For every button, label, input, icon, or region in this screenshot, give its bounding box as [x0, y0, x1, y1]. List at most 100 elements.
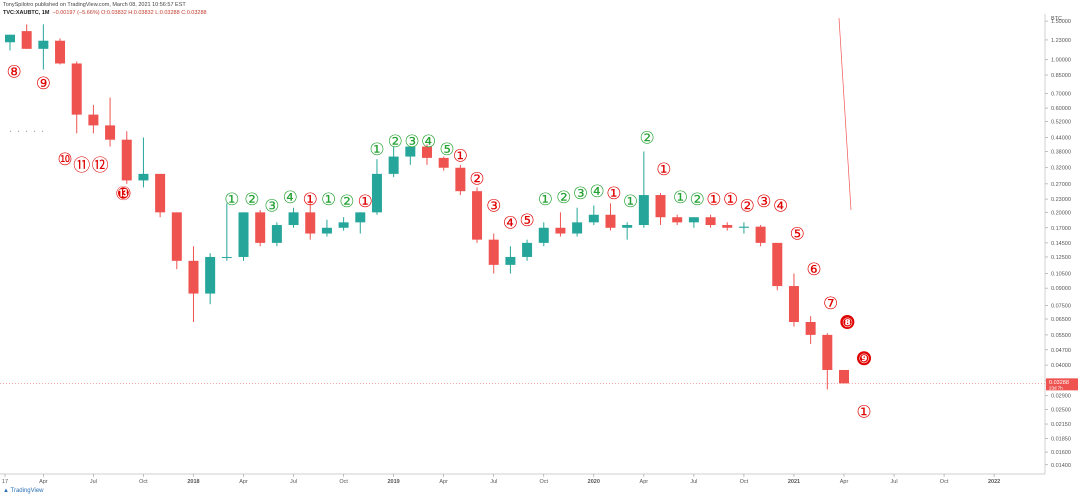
- candle: [805, 316, 816, 344]
- td-label: ①: [856, 403, 871, 423]
- candle: [672, 214, 683, 226]
- candle-body: [805, 321, 816, 335]
- td-label: ②: [244, 190, 259, 210]
- x-tick-label: Oct: [940, 479, 949, 485]
- td-label-text: ④: [421, 132, 436, 152]
- candle: [405, 146, 416, 165]
- y-tick-label: 1.00000: [1051, 58, 1071, 64]
- y-tick-label: 0.60000: [1051, 106, 1071, 112]
- candle: [255, 210, 266, 247]
- x-tick-label: Oct: [139, 479, 148, 485]
- td-label-text: ②: [339, 192, 354, 212]
- td-label-text: ②: [640, 129, 655, 149]
- y-tick-label: 0.07500: [1051, 303, 1071, 309]
- td-label: ③: [486, 196, 501, 216]
- candle-body: [321, 227, 332, 234]
- y-tick-label: 0.04700: [1051, 348, 1071, 354]
- y-tick-label: 0.12500: [1051, 255, 1071, 261]
- td-label: ⑩: [57, 150, 72, 170]
- x-tick-label: Apr: [39, 479, 48, 485]
- candle-body: [405, 146, 416, 157]
- symbol-line: TVC:XAUBTC, 1M −0.00197 (−5.66%) O:0.0383…: [3, 10, 207, 16]
- candle: [21, 24, 32, 49]
- tradingview-logo[interactable]: ▲ TradingView: [3, 488, 44, 494]
- y-tick-label: 1.50000: [1051, 19, 1071, 25]
- y-tick-label: 0.14500: [1051, 241, 1071, 247]
- y-tick-label: 0.38000: [1051, 149, 1071, 155]
- candle: [722, 222, 733, 231]
- td-label: ②: [740, 196, 755, 216]
- td-label-text: ⑬: [117, 186, 130, 202]
- td-sequential-labels: ⑦⑧⑨⑩⑪⑫⑬①②③④①①②①①②③④⑤①②③④⑤①②③④①①②①①②①①②③④…: [7, 63, 872, 423]
- x-tick-label: 2021: [788, 479, 800, 485]
- candle-body: [638, 195, 649, 226]
- td-label-text: ③: [573, 184, 588, 204]
- candle-body: [188, 260, 199, 294]
- td-label-text: ⑤: [790, 225, 805, 245]
- td-label: ⑨: [36, 74, 51, 94]
- candle-body: [105, 125, 116, 140]
- candle-body: [255, 212, 266, 243]
- td-label-text: ⑦: [823, 294, 838, 314]
- td-label: ②: [690, 190, 705, 210]
- candle-body: [155, 173, 166, 213]
- td-label-text: ②: [469, 170, 484, 190]
- candle-body: [121, 139, 132, 181]
- candle: [155, 173, 166, 218]
- td-label: ④: [773, 196, 788, 216]
- td-label: ⑤: [439, 140, 454, 160]
- candle-body: [488, 239, 499, 265]
- td-label: ⑬: [116, 186, 131, 202]
- td-label-text: ①: [723, 190, 738, 210]
- price-badge-countdown: 23d 7h: [1049, 385, 1063, 390]
- td-label-text: ③: [404, 132, 419, 152]
- candle: [422, 144, 432, 165]
- candle: [688, 217, 699, 228]
- candle-body: [622, 225, 633, 228]
- candle: [388, 146, 399, 178]
- td-label-text: ④: [590, 182, 605, 202]
- candle-body: [605, 214, 616, 228]
- y-tick-label: 0.01850: [1051, 436, 1071, 442]
- x-tick-label: Apr: [840, 479, 849, 485]
- td-label-text: ①: [321, 190, 336, 210]
- td-label-text: ①: [224, 190, 239, 210]
- td-label-text: ⑧: [842, 316, 853, 331]
- td-label-text: ①: [706, 190, 721, 210]
- x-tick-label: Jul: [891, 479, 898, 485]
- td-label-text: ⑤: [519, 211, 534, 231]
- candle-body: [772, 242, 783, 287]
- candle: [655, 193, 666, 226]
- td-label-text: ①: [538, 190, 553, 210]
- td-label: ③: [404, 132, 419, 152]
- candle-body: [88, 114, 99, 126]
- ohlc-values: −0.00197 (−5.66%) O:0.03832 H:0.03832 L:…: [52, 10, 207, 16]
- td-label: ①: [656, 160, 671, 180]
- candle-body: [388, 156, 399, 174]
- x-tick-label: 2018: [187, 479, 199, 485]
- x-tick-label: Jul: [490, 479, 497, 485]
- td-label: ③: [573, 184, 588, 204]
- td-label: ②: [388, 132, 403, 152]
- td-label: ⑧: [7, 63, 22, 83]
- y-tick-label: 0.27000: [1051, 182, 1071, 188]
- candle: [588, 205, 599, 226]
- candle: [371, 159, 382, 215]
- candle-body: [138, 173, 149, 181]
- candle-body: [371, 173, 382, 213]
- y-tick-label: 0.23000: [1051, 197, 1071, 203]
- td-label-text: ⑥: [806, 260, 821, 280]
- candle-body: [705, 217, 716, 226]
- candle: [205, 253, 216, 305]
- candle: [71, 61, 82, 134]
- td-label: ①: [224, 190, 239, 210]
- candle-body: [355, 212, 366, 223]
- td-label: ③: [756, 192, 771, 212]
- candle: [105, 97, 116, 147]
- candle: [171, 212, 182, 270]
- candle-body: [839, 369, 849, 384]
- td-label: ①: [723, 190, 738, 210]
- td-label: ⑫: [92, 156, 109, 176]
- y-tick-label: 0.10500: [1051, 272, 1071, 278]
